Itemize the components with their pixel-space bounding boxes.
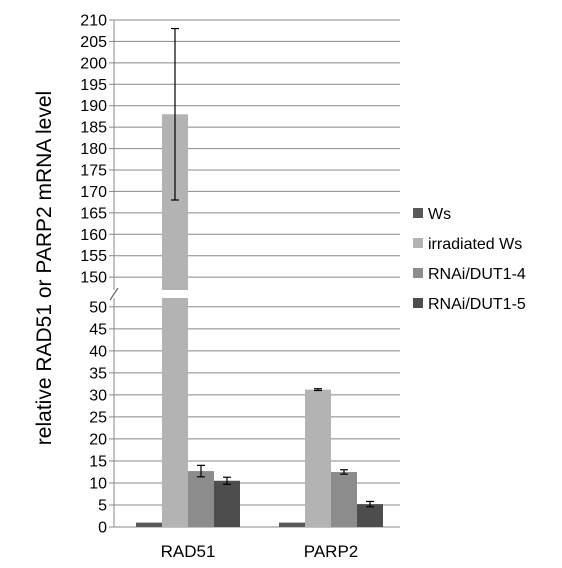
legend-swatch (413, 268, 423, 278)
y-tick-label: 190 (80, 98, 107, 115)
y-tick-label: 20 (89, 431, 107, 448)
legend-entry: Ws (428, 206, 451, 223)
y-tick-label: 10 (89, 475, 107, 492)
y-tick-label: 5 (98, 497, 107, 514)
y-tick-label: 210 (80, 13, 107, 30)
y-tick-label: 195 (80, 77, 107, 94)
legend-swatch (413, 298, 423, 308)
y-tick-label: 35 (89, 365, 107, 382)
y-tick-label: 170 (80, 184, 107, 201)
bar (331, 471, 357, 527)
bar (136, 522, 162, 527)
y-tick-label: 0 (98, 520, 107, 537)
y-tick-label: 155 (80, 248, 107, 265)
x-tick-label: RAD51 (161, 542, 216, 561)
y-tick-label: 165 (80, 205, 107, 222)
bar (279, 522, 305, 527)
y-tick-label: 150 (80, 270, 107, 287)
category-labels: RAD51 PARP2 (161, 542, 359, 561)
y-tick-label: 50 (89, 299, 107, 316)
bar (162, 298, 188, 527)
error-bars (171, 27, 374, 508)
y-tick-label: 45 (89, 321, 107, 338)
x-tick-label: PARP2 (304, 542, 359, 561)
y-tick-label: 40 (89, 343, 107, 360)
legend-entry: irradiated Ws (428, 236, 522, 253)
y-tick-label: 15 (89, 453, 107, 470)
y-axis-title: relative RAD51 or PARP2 mRNA level (33, 91, 56, 445)
y-tick-label: 205 (80, 34, 107, 51)
legend-swatch (413, 208, 423, 218)
y-axis: 1501551601651701751801851901952002052100… (80, 13, 400, 537)
axis-break (100, 287, 420, 301)
legend: Ws irradiated Ws RNAi/DUT1-4 RNAi/DUT1-5 (413, 206, 526, 313)
legend-entry: RNAi/DUT1-4 (428, 266, 526, 283)
bar (357, 504, 383, 527)
y-tick-label: 30 (89, 387, 107, 404)
gridlines (114, 19, 400, 528)
y-tick-label: 185 (80, 120, 107, 137)
axis-break-gap (100, 291, 420, 297)
axis-break-mark (109, 287, 119, 301)
bar (214, 480, 240, 527)
legend-swatch (413, 238, 423, 248)
y-tick-label: 25 (89, 409, 107, 426)
bars (136, 114, 383, 527)
y-tick-label: 200 (80, 55, 107, 72)
bar (188, 471, 214, 527)
y-tick-label: 160 (80, 227, 107, 244)
y-tick-label: 175 (80, 163, 107, 180)
y-tick-label: 180 (80, 141, 107, 158)
bar (305, 389, 331, 527)
legend-entry: RNAi/DUT1-5 (428, 296, 526, 313)
